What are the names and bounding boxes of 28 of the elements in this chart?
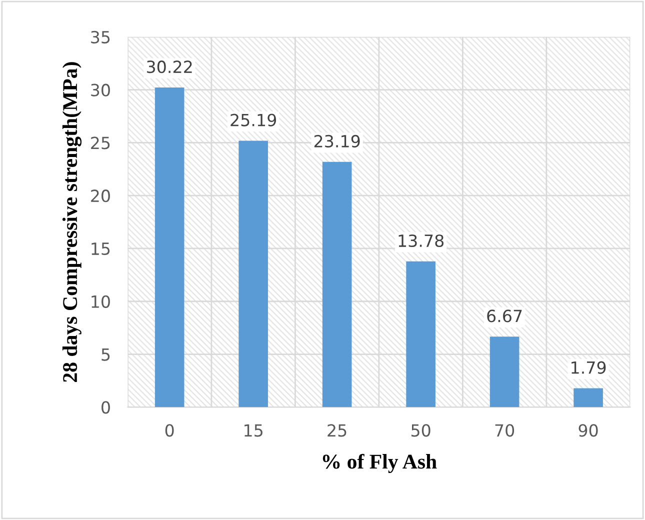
x-tick-label: 90 bbox=[578, 424, 598, 437]
x-axis-title: % of Fly Ash bbox=[322, 454, 437, 474]
y-tick-label: 10 bbox=[92, 295, 110, 308]
bar bbox=[154, 87, 184, 408]
x-tick-label: 50 bbox=[411, 424, 430, 437]
data-label: 6.67 bbox=[487, 310, 522, 322]
x-tick-label: 15 bbox=[244, 424, 262, 437]
x-tick-label: 0 bbox=[165, 424, 174, 437]
x-tick-label: 25 bbox=[328, 424, 346, 437]
bar bbox=[238, 140, 268, 408]
bar bbox=[406, 261, 436, 408]
y-tick-label: 20 bbox=[91, 190, 110, 202]
y-tick-label: 0 bbox=[102, 401, 110, 414]
data-label: 13.78 bbox=[398, 234, 444, 248]
data-label: 25.19 bbox=[230, 114, 276, 126]
bar bbox=[574, 388, 603, 408]
data-label: 23.19 bbox=[314, 134, 360, 148]
y-tick-label: 25 bbox=[91, 136, 110, 150]
y-tick-label: 30 bbox=[91, 84, 110, 96]
y-tick-label: 15 bbox=[92, 242, 110, 256]
y-tick-label: 5 bbox=[102, 348, 110, 361]
bar bbox=[490, 336, 520, 408]
x-tick-label: 70 bbox=[495, 424, 514, 437]
data-label: 1.79 bbox=[572, 361, 606, 374]
y-axis-title: 28 days Compressive strength(MPa) bbox=[62, 62, 82, 382]
data-label: 30.22 bbox=[146, 60, 192, 74]
y-tick-label: 35 bbox=[91, 30, 110, 44]
bar bbox=[322, 162, 352, 408]
